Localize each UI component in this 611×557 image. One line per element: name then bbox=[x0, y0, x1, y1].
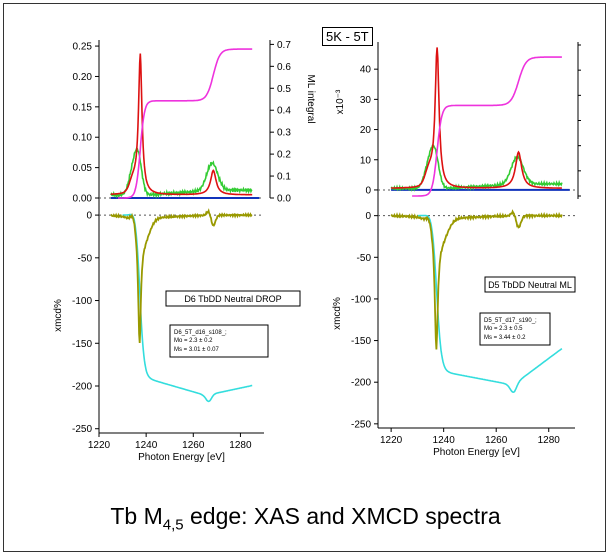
right-bottom-y-tick-label-5: -250 bbox=[351, 419, 371, 430]
left-top-right-tick-label-4: 0.4 bbox=[277, 106, 291, 117]
left-bottom-y-tick-label-5: -250 bbox=[72, 424, 92, 435]
left-xmcd-curve bbox=[110, 208, 253, 344]
right-fit-line2: Mo = 2.3 ± 0.5 bbox=[484, 326, 523, 332]
left-top-right-tick-label-2: 0.2 bbox=[277, 150, 291, 161]
right-top-y-tick-label-0: 0 bbox=[365, 185, 371, 196]
left-fit-line2: Mo = 2.3 ± 0.2 bbox=[174, 338, 213, 344]
right-ml-integral-curve bbox=[412, 56, 562, 197]
left-top-right-axis-label: ML integral bbox=[305, 74, 316, 123]
left-fit-line1: D6_5T_d16_s108_; bbox=[174, 330, 227, 336]
left-bottom-y-tick-label-3: -150 bbox=[72, 339, 92, 350]
left-bottom-y-tick-label-4: -200 bbox=[72, 382, 92, 393]
left-top-right-tick-label-3: 0.3 bbox=[277, 128, 291, 139]
left-top-y-tick-label-3: 0.15 bbox=[73, 102, 93, 113]
left-top-y-tick-label-0: 0.00 bbox=[73, 194, 93, 205]
left-top-y-tick-label-2: 0.10 bbox=[73, 133, 93, 144]
right-bottom-y-tick-label-2: -100 bbox=[351, 294, 371, 305]
right-top-y-tick-label-4: 40 bbox=[360, 65, 372, 76]
right-top-y-tick-label-2: 20 bbox=[360, 125, 372, 136]
left-top-right-tick-label-0: 0.0 bbox=[277, 194, 291, 205]
right-sample-label-box bbox=[484, 276, 576, 293]
temperature-field-label: 5K - 5T bbox=[322, 27, 373, 46]
left-xmcd-integral-curve bbox=[122, 213, 253, 403]
right-x-tick-label-3: 1280 bbox=[538, 435, 561, 446]
left-bottom-y-tick-label-1: -50 bbox=[78, 253, 93, 264]
right-xas-red-curve bbox=[391, 47, 562, 189]
right-xmcd-integral-curve bbox=[417, 214, 563, 394]
left-bottom-y-tick-label-0: 0 bbox=[86, 211, 92, 222]
right-x-tick-label-1: 1240 bbox=[433, 435, 456, 446]
left-fit-box bbox=[169, 324, 269, 358]
right-fit-line3: Ms = 3.44 ± 0.2 bbox=[484, 335, 526, 341]
right-bottom-y-tick-label-3: -150 bbox=[351, 336, 371, 347]
left-x-tick-label-3: 1280 bbox=[229, 440, 252, 451]
right-bottom-y-tick-label-4: -200 bbox=[351, 378, 371, 389]
left-bottom-y-axis-label: xmcd% bbox=[53, 299, 64, 332]
right-x-axis-label: Photon Energy [eV] bbox=[433, 447, 520, 458]
left-sample-label: D6 TbDD Neutral DROP bbox=[184, 294, 281, 304]
right-xmcd-curve bbox=[390, 209, 563, 350]
right-fit-box bbox=[479, 312, 551, 346]
left-x-tick-label-2: 1260 bbox=[182, 440, 205, 451]
caption-suffix: edge: XAS and XMCD spectra bbox=[183, 503, 501, 529]
right-top-y-tick-label-3: 30 bbox=[360, 95, 372, 106]
left-top-right-tick-label-7: 0.7 bbox=[277, 40, 291, 51]
left-top-y-tick-label-4: 0.20 bbox=[73, 72, 93, 83]
left-top-right-tick-label-5: 0.5 bbox=[277, 84, 291, 95]
left-top-right-tick-label-6: 0.6 bbox=[277, 62, 291, 73]
left-sample-label-box bbox=[165, 290, 301, 307]
right-top-y-tick-label-1: 10 bbox=[360, 155, 372, 166]
right-xas-green-curve bbox=[390, 144, 563, 192]
right-top-y-axis-label: x10⁻³ bbox=[335, 89, 346, 114]
right-sample-label: D5 TbDD Neutral ML bbox=[488, 280, 572, 290]
caption-prefix: Tb M bbox=[110, 503, 163, 529]
left-xas-red-curve bbox=[110, 53, 253, 196]
left-bottom-y-tick-label-2: -100 bbox=[72, 296, 92, 307]
left-top-y-tick-label-1: 0.05 bbox=[73, 163, 93, 174]
right-bottom-y-tick-label-0: 0 bbox=[365, 211, 371, 222]
right-x-tick-label-2: 1260 bbox=[485, 435, 508, 446]
left-top-right-tick-label-1: 0.1 bbox=[277, 172, 291, 183]
right-bottom-y-axis-label: xmcd% bbox=[332, 297, 343, 330]
right-fit-line1: D5_5T_d17_s190_; bbox=[484, 318, 537, 324]
figure-caption: Tb M4,5 edge: XAS and XMCD spectra bbox=[0, 503, 611, 534]
left-x-tick-label-0: 1220 bbox=[88, 440, 111, 451]
right-bottom-y-tick-label-1: -50 bbox=[357, 253, 372, 264]
left-fit-line3: Ms = 3.01 ± 0.07 bbox=[174, 347, 219, 353]
left-x-axis-label: Photon Energy [eV] bbox=[138, 452, 225, 463]
left-top-y-tick-label-5: 0.25 bbox=[73, 42, 93, 53]
left-xas-green-curve bbox=[110, 146, 253, 199]
caption-subscript: 4,5 bbox=[162, 516, 184, 534]
right-x-tick-label-0: 1220 bbox=[380, 435, 403, 446]
left-x-tick-label-1: 1240 bbox=[135, 440, 158, 451]
left-ml-integral-curve bbox=[117, 48, 253, 199]
